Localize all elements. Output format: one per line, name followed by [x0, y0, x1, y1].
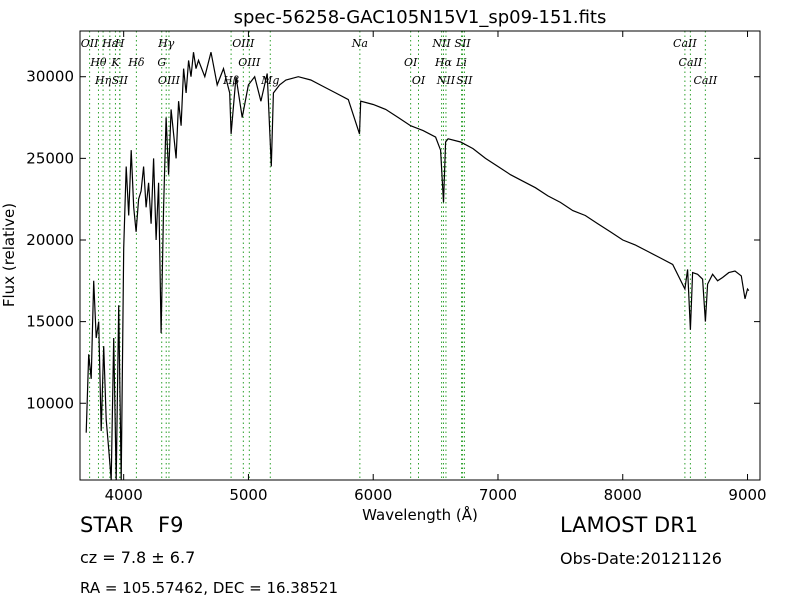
- line-label: OII: [81, 37, 99, 50]
- y-tick-label: 20000: [26, 231, 74, 249]
- x-axis-label: Wavelength (Å): [362, 505, 478, 524]
- line-label: K: [110, 56, 120, 69]
- ra-dec: RA = 105.57462, DEC = 16.38521: [80, 579, 339, 597]
- line-label: G: [157, 56, 166, 69]
- line-label: OI: [412, 74, 426, 87]
- x-tick-label: 8000: [604, 486, 642, 504]
- line-label: OIII: [158, 74, 181, 87]
- line-label: CaII: [694, 74, 718, 87]
- x-axis: 4000 5000 6000 7000 8000 9000: [105, 31, 767, 504]
- redshift-cz: cz = 7.8 ± 6.7: [80, 548, 196, 567]
- line-label: Hδ: [127, 56, 145, 69]
- line-label: H: [114, 37, 125, 50]
- line-label: Mg: [260, 74, 279, 87]
- line-label: SII: [112, 74, 129, 87]
- y-tick-label: 25000: [26, 149, 74, 167]
- spectrum-series: [85, 52, 750, 481]
- x-tick-label: 7000: [479, 486, 517, 504]
- line-label: Na: [351, 37, 368, 50]
- spectrum-line: [85, 52, 750, 481]
- line-label: Hε: [101, 37, 118, 50]
- y-tick-label: 15000: [26, 313, 74, 331]
- x-tick-label: 9000: [728, 486, 766, 504]
- line-label: Hγ: [157, 37, 175, 50]
- line-label: CaII: [679, 56, 703, 69]
- line-label: SII: [456, 74, 473, 87]
- y-tick-label: 10000: [26, 394, 74, 412]
- obs-date: Obs-Date:20121126: [560, 549, 722, 568]
- line-label: Li: [455, 56, 467, 69]
- line-label: Hα: [434, 56, 453, 69]
- line-label: NII: [436, 74, 456, 87]
- line-label: OIII: [232, 37, 255, 50]
- line-label: Hβ: [222, 74, 239, 87]
- line-label: SII: [454, 37, 471, 50]
- object-class: STAR: [80, 513, 134, 537]
- x-tick-label: 6000: [354, 486, 392, 504]
- line-label: NII: [431, 37, 451, 50]
- line-label: OIII: [238, 56, 261, 69]
- plot-frame: [79, 30, 761, 481]
- survey-name: LAMOST DR1: [560, 513, 699, 537]
- line-labels: OII Hθ Hη Hε K SII HHδ OIII Hγ G Hβ OIII OIII Mg Na OI O…: [81, 37, 718, 87]
- line-label: Hθ: [89, 56, 107, 69]
- line-label: OI: [404, 56, 418, 69]
- y-axis: 10000 15000 20000 25000 30000: [26, 68, 760, 412]
- y-axis-label: Flux (relative): [0, 203, 18, 307]
- y-tick-label: 30000: [26, 68, 74, 86]
- chart-title: spec-56258-GAC105N15V1_sp09-151.fits: [234, 7, 607, 28]
- x-tick-label: 5000: [229, 486, 267, 504]
- object-subclass: F9: [158, 513, 184, 537]
- x-tick-label: 4000: [105, 486, 143, 504]
- line-label: CaII: [673, 37, 697, 50]
- line-label: Hη: [94, 74, 112, 87]
